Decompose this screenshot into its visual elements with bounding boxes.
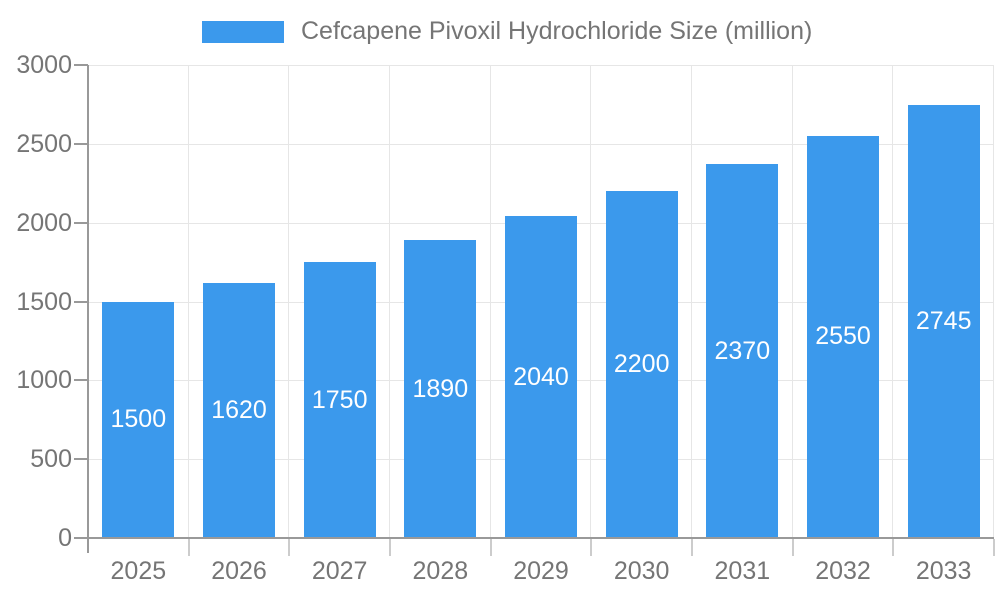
gridline-horizontal xyxy=(88,65,994,66)
x-axis-label: 2033 xyxy=(915,557,972,585)
bar-2030[interactable]: 2200 xyxy=(605,191,678,538)
legend-swatch xyxy=(202,20,284,43)
y-axis-label: 1500 xyxy=(16,287,72,316)
bar-2029[interactable]: 2040 xyxy=(505,216,577,538)
x-axis-label: 2031 xyxy=(714,557,771,585)
bar-value-label: 2745 xyxy=(915,307,972,336)
bar-2027[interactable]: 1750 xyxy=(303,262,376,538)
bar-2026[interactable]: 1620 xyxy=(203,282,275,538)
y-axis-label: 2500 xyxy=(16,129,72,158)
y-axis-tick xyxy=(74,300,88,303)
legend-label: Cefcapene Pivoxil Hydrochloride Size (mi… xyxy=(301,17,813,45)
x-axis-tick xyxy=(389,539,391,556)
x-axis-tick xyxy=(489,539,492,556)
x-axis-label: 2027 xyxy=(311,557,368,585)
bar-value-label: 1620 xyxy=(211,395,267,424)
y-axis-label: 3000 xyxy=(16,51,72,79)
legend[interactable]: Cefcapene Pivoxil Hydrochloride Size (mi… xyxy=(202,17,812,46)
gridline-vertical xyxy=(288,65,289,538)
bar-2032[interactable]: 2550 xyxy=(807,135,879,538)
y-axis-tick xyxy=(74,64,88,66)
x-axis-line xyxy=(74,537,994,539)
y-axis-tick xyxy=(74,379,88,382)
x-axis-tick xyxy=(187,539,190,556)
bar-value-label: 2370 xyxy=(714,336,771,365)
gridline-vertical xyxy=(590,65,591,538)
gridline-vertical xyxy=(490,65,491,538)
gridline-vertical xyxy=(188,65,189,538)
y-axis-tick xyxy=(74,221,88,224)
bar-value-label: 2040 xyxy=(513,362,569,391)
bar-value-label: 2200 xyxy=(613,350,670,379)
x-axis-tick xyxy=(993,539,995,556)
gridline-vertical xyxy=(691,65,692,538)
x-axis-label: 2026 xyxy=(211,557,267,585)
bar-value-label: 1500 xyxy=(110,405,167,434)
gridline-vertical xyxy=(993,65,994,538)
bar-2033[interactable]: 2745 xyxy=(907,105,980,538)
x-axis-tick xyxy=(590,539,593,556)
x-axis-tick xyxy=(288,539,291,556)
x-axis-tick xyxy=(691,539,693,556)
y-axis-line xyxy=(87,65,89,553)
gridline-vertical xyxy=(389,65,390,538)
bar-value-label: 2550 xyxy=(815,322,871,351)
x-axis-label: 2029 xyxy=(513,557,569,585)
bar-2028[interactable]: 1890 xyxy=(404,240,477,538)
x-axis-label: 2030 xyxy=(613,557,670,585)
bar-value-label: 1750 xyxy=(311,385,368,414)
x-axis-label: 2032 xyxy=(815,557,871,585)
y-axis-label: 500 xyxy=(30,445,72,474)
y-axis-label: 2000 xyxy=(16,208,72,237)
y-axis-tick xyxy=(74,142,88,145)
plot-area: 1500 1620 1750 1890 2040 2200 2370 2550 2745 xyxy=(88,65,994,538)
bar-value-label: 1890 xyxy=(412,374,469,403)
x-axis-label: 2028 xyxy=(412,557,469,585)
y-axis-label: 0 xyxy=(58,524,72,552)
bar-2025[interactable]: 1500 xyxy=(102,301,175,538)
gridline-vertical xyxy=(792,65,793,538)
x-axis-tick xyxy=(791,539,794,556)
x-axis-label: 2025 xyxy=(110,557,167,585)
gridline-horizontal xyxy=(88,143,994,145)
x-axis-tick xyxy=(892,539,895,556)
bar-2031[interactable]: 2370 xyxy=(706,164,779,538)
y-axis-tick xyxy=(74,458,88,461)
y-axis-label: 1000 xyxy=(16,366,72,395)
gridline-vertical xyxy=(892,65,893,538)
